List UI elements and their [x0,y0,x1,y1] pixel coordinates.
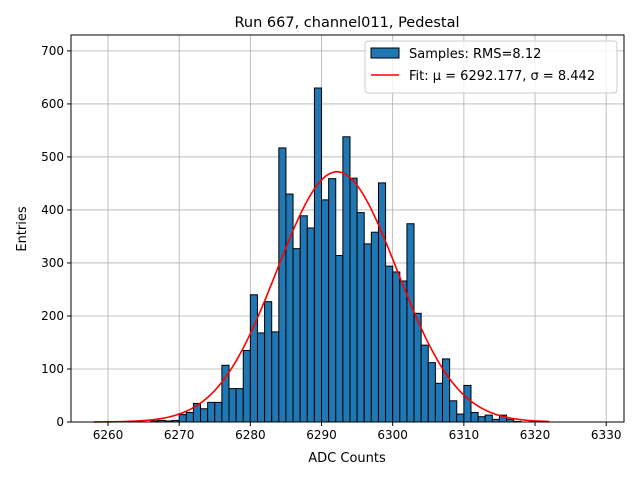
histogram-bar [278,147,287,423]
histogram-bar [328,178,337,423]
histogram-bar [342,136,351,423]
y-tick-label: 100 [41,362,64,376]
histogram-bar [463,384,472,423]
legend-histogram-swatch [370,47,400,59]
legend: Samples: RMS=8.12 Fit: μ = 6292.177, σ =… [364,40,618,94]
x-tick-label: 6260 [93,428,124,442]
x-tick-label: 6320 [520,428,551,442]
y-tick-label: 700 [41,44,64,58]
y-tick-label: 400 [41,203,64,217]
histogram-bar [420,344,429,423]
y-tick-label: 0 [56,415,64,429]
x-tick-label: 6310 [449,428,480,442]
histogram-bar [264,301,273,423]
histogram-bar [427,362,436,423]
axes-frame [70,34,625,423]
histogram-bar [306,227,315,423]
histogram-bar [271,331,280,423]
legend-fit-label: Fit: μ = 6292.177, σ = 8.442 [409,69,595,84]
y-axis-label: Entries [15,206,30,252]
histogram-bar [449,400,458,423]
histogram-bar [477,416,486,423]
y-tick-label: 500 [41,150,64,164]
histogram-bar [256,332,266,423]
y-tick-label: 200 [41,309,64,323]
histogram-bar [321,199,330,423]
x-axis-label: ADC Counts [308,451,386,466]
histogram-bar [214,401,223,423]
x-tick-label: 6270 [164,428,195,442]
histogram-bar [370,231,379,423]
x-tick-label: 6290 [306,428,337,442]
histogram-bar [392,271,401,423]
histogram-bar [249,294,258,423]
histogram-bar [185,411,194,423]
ticks: 6260 6270 6280 6290 6300 6310 6320 6330 0 100 200 3… [41,44,621,442]
histogram-bar [406,223,415,423]
x-tick-label: 6330 [591,428,622,442]
histogram-bar [363,243,372,423]
histogram-bar [356,212,365,423]
histogram-bar [399,280,408,423]
histogram-bar [484,414,493,423]
y-tick-label: 600 [41,97,64,111]
histogram-bar [413,312,422,423]
legend-histogram-label: Samples: RMS=8.12 [409,47,541,62]
y-tick-label: 300 [41,256,64,270]
fit-curve [93,170,550,423]
histogram-bar [235,388,244,423]
bars [150,87,522,423]
histogram-bar [313,87,323,423]
histogram-bar [377,182,387,423]
chart-title: Run 667, channel011, Pedestal [234,15,459,31]
histogram-bar [335,255,344,423]
histogram-bar [292,248,301,423]
histogram-bar [285,193,294,423]
histogram-bar [470,411,479,423]
histogram-bar [207,401,216,423]
histogram-bar [434,382,444,423]
histogram-bar [385,265,394,423]
histogram-bar [349,177,358,423]
histogram-bar [228,388,237,423]
x-tick-label: 6280 [235,428,266,442]
x-tick-label: 6300 [377,428,408,442]
histogram-bar [456,413,465,423]
histogram-bar [242,349,251,423]
histogram-bar [178,414,187,423]
histogram-bar [299,215,308,423]
histogram-bar [442,358,451,423]
histogram-bar [200,408,209,423]
